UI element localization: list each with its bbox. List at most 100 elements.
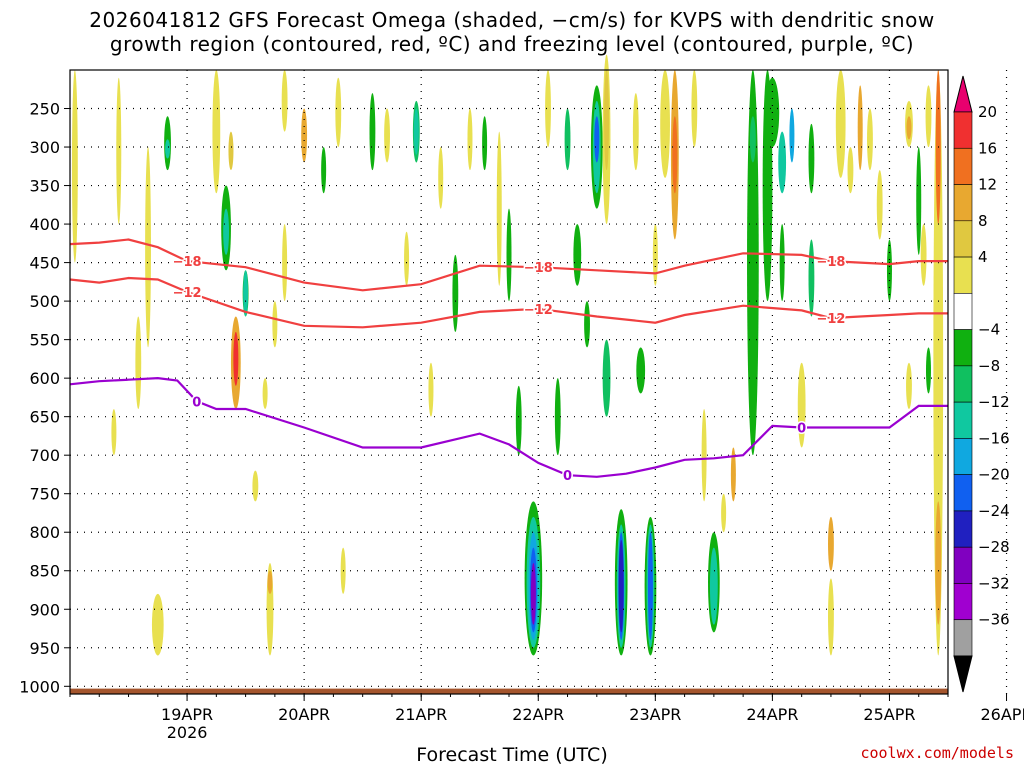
omega-cell [404, 231, 410, 286]
omega-cell [151, 593, 164, 656]
x-tick-label: 22APR [512, 705, 564, 724]
omega-cell [228, 131, 234, 171]
omega-cell [886, 239, 892, 302]
contour-isotherm_-18C [69, 238, 948, 292]
omega-cell [145, 147, 151, 348]
omega-cell [916, 147, 922, 255]
y-tick-label: 250 [29, 100, 60, 119]
y-tick-label: 550 [29, 331, 60, 350]
x-tick-label: 25APR [863, 705, 915, 724]
colorbar-segment [953, 619, 973, 657]
x-year-label: 2026 [167, 723, 208, 742]
contour-label: −18 [816, 255, 845, 270]
colorbar-segment [953, 401, 973, 439]
omega-cell [554, 378, 561, 456]
omega-cell [212, 69, 221, 194]
omega-cell [438, 147, 444, 209]
omega-cell [496, 131, 502, 286]
colorbar-label: −32 [978, 574, 1010, 592]
colorbar-label: −36 [978, 611, 1010, 629]
y-tick-label: 300 [29, 138, 60, 157]
omega-cell [808, 123, 815, 194]
omega-cell [652, 224, 658, 286]
omega-cell [584, 301, 590, 348]
colorbar-segment [953, 111, 973, 149]
omega-cell [672, 116, 678, 194]
plot-frame [69, 69, 949, 695]
omega-cell [506, 208, 512, 302]
omega-cell [789, 108, 795, 163]
omega-cell [413, 108, 419, 155]
omega-cell [135, 316, 142, 409]
pressure-axis: 250 300 350 400 450 500 550 600 650 700 750 800 850 9… [19, 100, 70, 696]
colorbar-segment [953, 365, 973, 403]
colorbar-segment [953, 256, 973, 294]
omega-cell [262, 378, 268, 409]
omega-cell [876, 170, 883, 240]
omega-cell [632, 93, 639, 171]
x-tick-label: 23APR [629, 705, 681, 724]
omega-cell [252, 470, 259, 502]
contour-label: −12 [524, 303, 553, 318]
y-tick-label: 1000 [19, 677, 60, 696]
omega-cell [778, 131, 787, 194]
omega-cell [709, 547, 718, 625]
contour-freezing_level_0C [69, 376, 948, 478]
y-tick-label: 900 [29, 600, 60, 619]
contour-label: −12 [816, 312, 845, 327]
colorbar-segment [953, 293, 973, 330]
omega-cell [282, 224, 288, 302]
x-tick-label: 26APR [980, 705, 1024, 724]
omega-cell [335, 77, 342, 148]
colorbar-label: 16 [978, 139, 997, 157]
contour-label: 0 [563, 469, 572, 484]
omega-cell [602, 339, 611, 417]
colorbar-segment [953, 184, 973, 222]
omega-cell [701, 408, 707, 502]
colorbar-label: −4 [978, 321, 1000, 339]
omega-cell [467, 108, 473, 171]
omega-cell [867, 108, 873, 171]
colorbar-segment [953, 546, 973, 584]
x-tick-label: 21APR [395, 705, 447, 724]
omega-cell [573, 224, 582, 286]
y-tick-label: 350 [29, 177, 60, 196]
omega-cell [906, 362, 912, 409]
y-tick-label: 700 [29, 446, 60, 465]
omega-cell [604, 70, 610, 171]
colorbar-segment [953, 147, 973, 185]
y-tick-label: 750 [29, 485, 60, 504]
colorbar-label: −28 [978, 538, 1010, 556]
omega-cell [452, 254, 459, 332]
colorbar-label: −20 [978, 466, 1010, 484]
terrain-band [70, 688, 948, 694]
colorbar-top-arrow [953, 75, 973, 113]
y-tick-label: 850 [29, 562, 60, 581]
omega-cell [369, 93, 376, 171]
y-tick-label: 450 [29, 254, 60, 273]
chart-title-line-1: 2026041812 GFS Forecast Omega (shaded, −… [89, 8, 935, 32]
x-tick-label: 19APR [161, 705, 213, 724]
omega-cell [272, 301, 278, 348]
omega-cell [564, 108, 571, 171]
contour-lines: 0 0 0 −18 −18 −18 −12 −12 −12 [69, 238, 948, 486]
omega-cell [233, 331, 239, 386]
omega-cell [828, 516, 834, 571]
colorbar-segment [953, 438, 973, 475]
colorbar-segment [953, 474, 973, 512]
omega-cell [594, 116, 600, 163]
colorbar-segment [953, 510, 973, 548]
colorbar: 20 16 12 8 4 −4 −8 −12 −16 −20 −24 −28 −32 −36 [953, 75, 1010, 693]
y-tick-label: 500 [29, 292, 60, 311]
x-tick-label: 20APR [278, 705, 330, 724]
colorbar-label: 8 [978, 212, 988, 230]
omega-cell [71, 70, 78, 263]
omega-cell [779, 224, 785, 302]
omega-cell [545, 70, 551, 148]
y-tick-label: 650 [29, 408, 60, 427]
omega-cell [835, 70, 846, 178]
terrain-fill [70, 688, 948, 694]
x-axis-label: Forecast Time (UTC) [416, 744, 608, 766]
colorbar-label: 20 [978, 103, 997, 121]
omega-cell [925, 347, 931, 394]
